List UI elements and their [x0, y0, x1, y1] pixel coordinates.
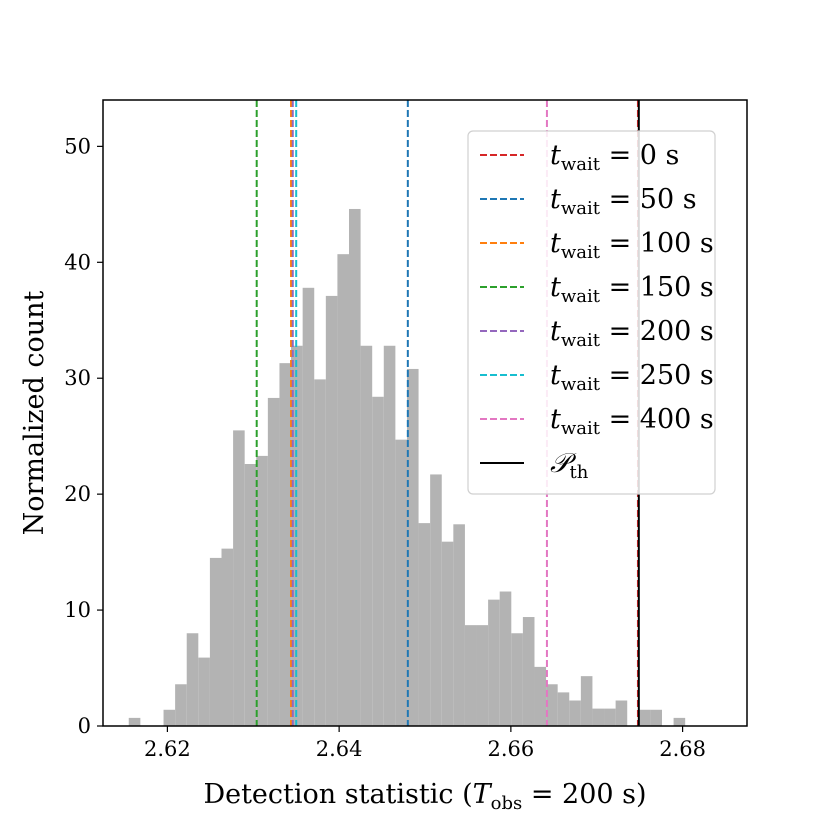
- legend-rest: = 150 s: [600, 272, 714, 303]
- histogram-bar: [418, 523, 431, 726]
- legend-box: [467, 130, 716, 495]
- x-tick-label: 2.66: [487, 737, 534, 761]
- legend-label: twait = 100 s: [550, 228, 714, 263]
- legend-var: t: [550, 316, 561, 347]
- x-axis-ticks: 2.62 2.64 2.66 2.68: [144, 726, 706, 761]
- legend-var: t: [550, 140, 561, 171]
- legend-sub: wait: [561, 242, 601, 263]
- histogram-bar: [476, 625, 489, 726]
- x-axis-label-suffix: = 200 s): [522, 779, 646, 810]
- histogram-bar: [337, 254, 350, 726]
- histogram-bar: [615, 700, 628, 726]
- histogram-bar: [580, 676, 593, 726]
- histogram-bar: [209, 557, 222, 726]
- histogram-bar: [430, 474, 442, 726]
- histogram-bar: [604, 708, 616, 726]
- histogram-bar: [198, 657, 210, 726]
- x-axis-label: Detection statistic (Tobs = 200 s): [203, 779, 646, 814]
- legend-label: twait = 50 s: [550, 184, 697, 219]
- y-tick-label: 10: [64, 598, 91, 622]
- histogram-bar: [302, 287, 315, 726]
- histogram-bar: [534, 666, 547, 726]
- y-tick-label: 30: [64, 366, 91, 390]
- histogram-bar: [221, 548, 234, 726]
- legend-sub: th: [569, 462, 588, 483]
- histogram-bar: [673, 717, 686, 726]
- legend-rest: = 200 s: [600, 316, 714, 347]
- legend-rest: = 400 s: [600, 404, 714, 435]
- histogram-bar: [499, 591, 512, 726]
- histogram-bar: [638, 709, 651, 726]
- histogram-bar: [464, 625, 477, 726]
- histogram-bar: [406, 368, 419, 726]
- plot-frame: [102, 99, 748, 727]
- legend-sub: wait: [561, 198, 601, 219]
- legend-label: twait = 250 s: [550, 360, 714, 395]
- x-axis-label-var: T: [473, 779, 493, 810]
- y-tick-label: 50: [64, 134, 91, 158]
- histogram-bar: [256, 455, 268, 726]
- legend-var: t: [550, 228, 561, 259]
- legend-label: twait = 0 s: [550, 140, 679, 175]
- y-tick-label: 20: [64, 482, 91, 506]
- x-tick-label: 2.64: [316, 737, 363, 761]
- histogram-bar: [395, 439, 407, 726]
- histogram-bar: [325, 295, 338, 726]
- x-tick-label: 2.62: [144, 737, 191, 761]
- legend-var: t: [550, 272, 561, 303]
- y-tick-label: 40: [64, 250, 91, 274]
- legend-rest: = 0 s: [600, 140, 679, 171]
- legend-var: t: [550, 404, 561, 435]
- x-axis-label-prefix: Detection statistic (: [203, 779, 472, 810]
- legend-var: t: [550, 360, 561, 391]
- histogram-bar: [453, 524, 465, 726]
- legend-var: t: [550, 184, 561, 215]
- histogram-bar: [279, 363, 292, 726]
- legend-sub: wait: [561, 418, 601, 439]
- x-tick-label: 2.68: [659, 737, 706, 761]
- legend-sub: wait: [561, 286, 601, 307]
- histogram-bar: [314, 379, 326, 726]
- histogram-bar: [163, 709, 176, 726]
- histogram-bar: [372, 396, 384, 726]
- legend-sub: wait: [561, 330, 601, 351]
- histogram-bar: [186, 633, 199, 726]
- y-axis-label: Normalized count: [19, 290, 50, 535]
- legend-sub: wait: [561, 154, 601, 175]
- histogram-bar: [128, 717, 141, 726]
- histogram-bar: [244, 464, 257, 726]
- histogram-bar: [546, 684, 558, 726]
- x-axis-label-sub: obs: [491, 793, 523, 814]
- histogram-bar: [557, 692, 570, 726]
- histogram-bar: [349, 208, 361, 727]
- histogram-bar: [175, 684, 187, 726]
- y-axis-ticks: 0 10 20 30 40 50: [64, 134, 103, 738]
- histogram-bar: [488, 599, 500, 726]
- legend-label: twait = 200 s: [550, 316, 714, 351]
- histogram-bar: [233, 430, 245, 726]
- histogram-bar: [592, 708, 605, 726]
- histogram-bar: [383, 345, 396, 726]
- histogram-bar: [441, 541, 454, 726]
- histogram-bar: [522, 617, 535, 726]
- histogram-bar: [650, 709, 662, 726]
- legend-rest: = 50 s: [600, 184, 697, 215]
- legend-sub: wait: [561, 374, 601, 395]
- histogram-bar: [569, 700, 581, 726]
- legend-rest: = 100 s: [600, 228, 714, 259]
- histogram-bar: [360, 345, 373, 726]
- y-tick-label: 0: [78, 714, 91, 738]
- legend-label: twait = 400 s: [550, 404, 714, 439]
- histogram-bar: [511, 633, 523, 726]
- legend-rest: = 250 s: [600, 360, 714, 391]
- histogram-bar: [267, 397, 280, 726]
- legend-label: twait = 150 s: [550, 272, 714, 307]
